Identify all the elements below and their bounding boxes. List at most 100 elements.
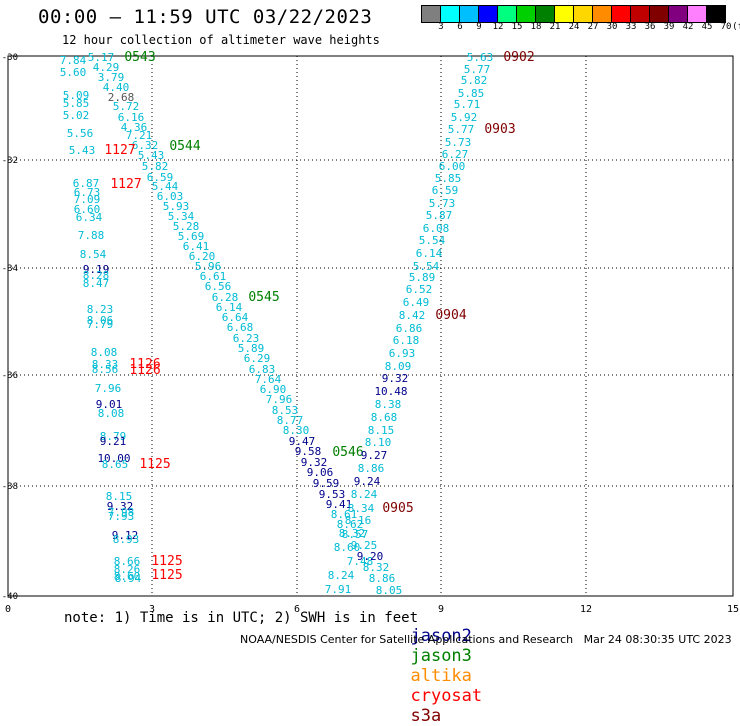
y-tick-label: -38 [2,482,18,492]
wave-height-value: 7.84 [60,54,87,67]
wave-height-value: 8.24 [328,569,355,582]
wave-height-value: 10.00 [97,452,130,465]
wave-height-value: 6.00 [439,160,466,173]
color-scale-label: 9 [476,22,482,32]
wave-height-value: 5.17 [88,51,115,64]
wave-height-value: 9.27 [361,449,388,462]
color-scale-unit: (ft) [732,22,740,32]
wave-height-value: 8.06 [87,314,114,327]
wave-height-value: 8.94 [115,572,142,585]
color-swatch [555,6,574,22]
wave-height-value: 6.28 [212,291,239,304]
wave-height-value: 5.77 [448,123,475,136]
wave-height-value: 6.49 [403,296,430,309]
wave-height-value: 5.54 [419,234,446,247]
wave-height-value: 8.23 [87,303,114,316]
wave-height-value: 5.82 [461,74,488,87]
wave-height-value: 4.29 [93,61,120,74]
wave-height-value: 4.36 [121,121,148,134]
wave-height-value: 6.83 [249,363,276,376]
wave-height-value: 6.16 [118,111,145,124]
wave-height-value: 8.08 [98,407,125,420]
wave-height-value: 8.30 [283,424,310,437]
wave-height-value: 8.68 [371,411,398,424]
wave-height-value: 8.26 [114,563,141,576]
wave-height-value: 5.02 [63,109,90,122]
wave-height-value: 6.08 [423,222,450,235]
color-swatch [631,6,650,22]
wave-height-value: 8.08 [91,346,118,359]
wave-height-value: 8.33 [92,358,119,371]
wave-height-value: 6.18 [393,334,420,347]
wave-height-value: 8.54 [80,248,107,261]
y-tick-label: -34 [2,264,18,274]
wave-height-value: 5.63 [467,51,494,64]
color-swatch [669,6,688,22]
wave-height-value: 5.85 [435,172,462,185]
wave-height-value: 8.10 [365,436,392,449]
color-swatch [536,6,555,22]
color-scale-label: 24 [568,22,580,32]
wave-height-value: 7.96 [266,393,293,406]
wave-height-value: 3.79 [98,71,125,84]
x-tick-label: 0 [5,604,11,615]
color-scale-label: 6 [457,22,463,32]
wave-height-value: 5.28 [173,220,200,233]
pass-time-label: 0544 [169,139,200,154]
color-scale-label: 45 [701,22,713,32]
wave-height-value: 5.09 [63,89,90,102]
wave-height-value: 9.20 [357,550,384,563]
satellite-legend: jason2 jason3 altika cryosat s3a [390,606,494,726]
wave-height-value: 7.98 [108,506,135,519]
wave-height-value: 5.73 [429,197,456,210]
color-scale-label: 21 [549,22,561,32]
wave-height-value: 5.85 [63,97,90,110]
wave-height-value: 5.93 [163,200,190,213]
color-swatch [688,6,707,22]
wave-height-value: 8.61 [331,508,358,521]
wave-height-value: 9.59 [313,477,340,490]
pass-time-label: 0903 [484,122,515,137]
wave-height-value: 9.47 [289,435,316,448]
wave-height-value: 6.86 [396,322,423,335]
wave-height-value: 9.24 [354,475,381,488]
wave-height-value: 7.91 [325,583,352,596]
wave-height-value: 6.87 [73,177,100,190]
wave-height-value: 8.24 [351,488,378,501]
wave-height-value: 5.44 [152,180,179,193]
color-swatch [517,6,536,22]
wave-height-value: 8.09 [385,360,412,373]
legend-jason2: jason2 [410,626,472,646]
pass-time-label: 0904 [435,308,466,323]
color-swatch [650,6,669,22]
wave-height-value: 5.85 [458,87,485,100]
wave-height-value: 5.43 [69,144,96,157]
pass-time-label: 0902 [503,50,534,65]
chart-title: 00:00 – 11:59 UTC 03/22/2023 [38,6,373,28]
wave-height-value: 9.06 [307,466,334,479]
wave-height-value: 8.32 [363,561,390,574]
wave-height-value: 9.32 [107,500,134,513]
wave-height-value: 5.60 [60,66,87,79]
legend-jason3: jason3 [410,646,472,666]
wave-height-value: 8.47 [83,277,110,290]
x-tick-label: 6 [294,604,300,615]
color-scale-label: 12 [492,22,504,32]
wave-height-value: 5.82 [142,160,169,173]
color-swatch [479,6,498,22]
y-tick-label: -36 [2,371,18,381]
wave-height-value: 9.25 [351,539,378,552]
wave-height-value: 6.14 [416,247,443,260]
pass-time-label: 1125 [151,568,182,583]
color-scale-label: 42 [682,22,694,32]
x-tick-label: 9 [438,604,444,615]
wave-height-value: 9.12 [112,529,139,542]
wave-height-value: 8.66 [114,555,141,568]
color-swatch [498,6,517,22]
wave-height-value: 6.59 [147,171,174,184]
wave-height-value: 4.40 [103,81,130,94]
wave-height-value: 6.61 [200,270,227,283]
wave-height-value: 9.01 [96,398,123,411]
wave-height-value: 2.68 [108,91,135,104]
wave-height-value: 7.21 [126,129,153,142]
